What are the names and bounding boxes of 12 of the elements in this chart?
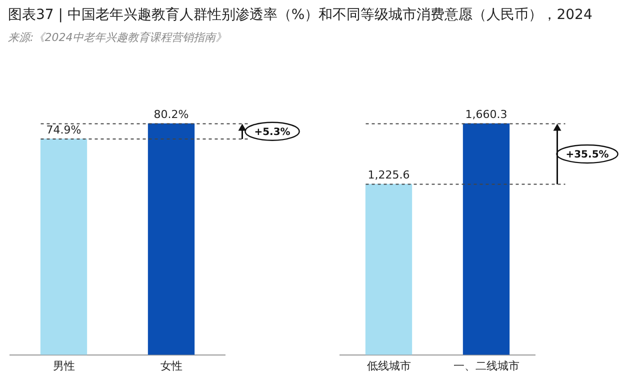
x-tick-label: 一、二线城市: [453, 359, 520, 372]
x-tick-label: 男性: [52, 359, 75, 372]
source-note: 来源:《2024中老年兴趣教育课程营销指南》: [8, 30, 228, 45]
data-label: 80.2%: [154, 108, 189, 122]
data-label: 74.9%: [46, 123, 82, 136]
text: +35.5%: [566, 150, 609, 161]
x-tick-label: 低线城市: [366, 359, 411, 372]
text: 图表37 | 中国老年兴趣教育人群性别渗透率（%）和不同等级城市消费意愿（人民币），2024: [8, 6, 594, 25]
text: +5.3%: [254, 126, 290, 138]
data-label: 1,660.3: [465, 108, 508, 122]
data-label: 1,225.6: [368, 168, 410, 182]
x-tick-label: 女性: [160, 359, 182, 372]
